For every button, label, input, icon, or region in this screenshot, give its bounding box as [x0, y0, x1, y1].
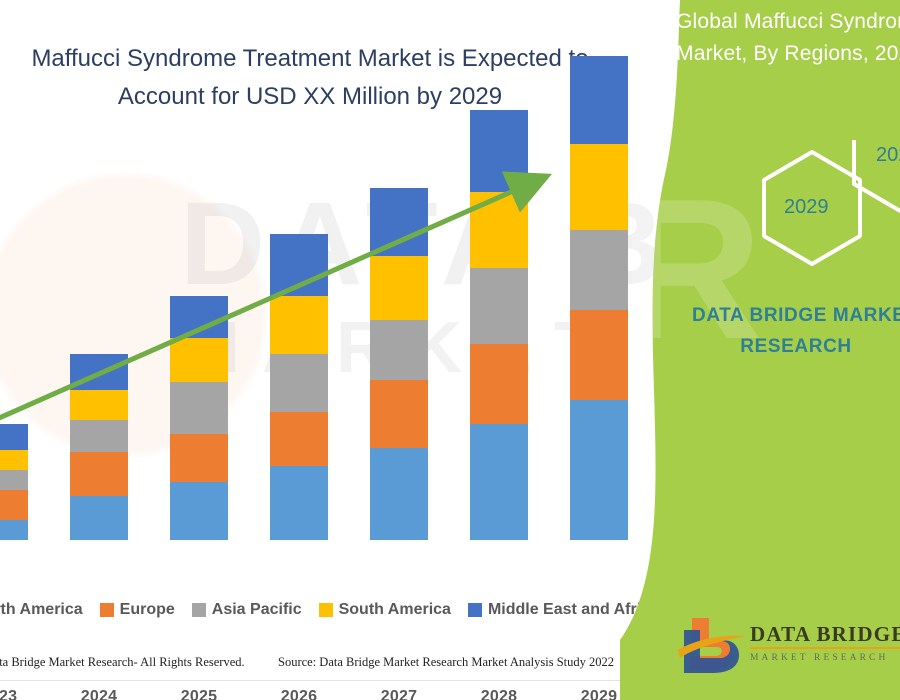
- bar-segment-europe: [0, 490, 28, 520]
- bar-segment-middle-east-and-africa: [370, 188, 428, 256]
- bar-segment-europe: [270, 412, 328, 466]
- bar-segment-south-america: [270, 296, 328, 354]
- x-label-2029: 2029: [580, 688, 618, 700]
- legend-label: North America: [0, 601, 83, 618]
- bar-segment-asia-pacific: [0, 470, 28, 490]
- bar-segment-south-america: [70, 390, 128, 420]
- legend-item-north-america[interactable]: North America: [0, 601, 83, 619]
- hexagon-label-2022: 2022: [876, 144, 900, 166]
- bar-segment-asia-pacific: [170, 382, 228, 434]
- bar-segment-asia-pacific: [70, 420, 128, 452]
- legend-label: Middle East and Africa: [487, 601, 659, 618]
- stacked-bar-chart: 2023 2024 2025 2026 2027 2028 2029: [0, 56, 640, 700]
- x-axis-line: [0, 680, 640, 681]
- x-label-2024: 2024: [80, 688, 118, 700]
- bar-segment-south-america: [370, 256, 428, 320]
- bar-segment-europe: [470, 344, 528, 424]
- bar-2028: [470, 110, 528, 540]
- bar-segment-middle-east-and-africa: [0, 424, 28, 450]
- bar-2025: [170, 296, 228, 540]
- panel-brand-line-2: RESEARCH: [740, 336, 852, 357]
- bar-segment-north-america: [70, 496, 128, 540]
- hexagon-label-2029: 2029: [784, 196, 829, 218]
- panel-watermark: BR: [620, 158, 767, 381]
- x-label-2023: 2023: [0, 688, 18, 700]
- green-panel-shape: [620, 0, 900, 700]
- page-title: Maffucci Syndrome Treatment Market is Ex…: [10, 40, 610, 116]
- x-axis-labels: 2023 2024 2025 2026 2027 2028 2029: [0, 688, 640, 700]
- bar-2029: [570, 56, 628, 540]
- bar-segment-asia-pacific: [470, 268, 528, 344]
- bar-2027: [370, 188, 428, 540]
- x-label-2028: 2028: [480, 688, 518, 700]
- page-title-line-2: Account for USD XX Million by 2029: [117, 83, 503, 110]
- legend-item-europe[interactable]: Europe: [99, 601, 175, 619]
- x-label-2027: 2027: [380, 688, 418, 700]
- bar-segment-north-america: [170, 482, 228, 540]
- logo-title: DATA BRIDGE: [750, 622, 900, 646]
- panel-brand: DATA BRIDGE MARKET RESEARCH: [620, 300, 900, 362]
- logo-subtitle: MARKET RESEARCH: [750, 652, 889, 663]
- bar-segment-middle-east-and-africa: [570, 56, 628, 144]
- legend-label: Asia Pacific: [211, 601, 302, 618]
- bar-segment-north-america: [0, 520, 28, 540]
- hexagon-shapes: [762, 140, 900, 266]
- hexagon-2029-outline: [762, 150, 862, 266]
- chart-legend: North America Europe Asia Pacific South Ame…: [0, 598, 659, 622]
- footer: © Data Bridge Market Research- All Right…: [0, 655, 640, 677]
- bar-segment-asia-pacific: [270, 354, 328, 412]
- legend-swatch-icon: [318, 603, 333, 617]
- logo-mark-icon: [678, 618, 746, 673]
- bar-segment-middle-east-and-africa: [70, 354, 128, 390]
- bar-segment-middle-east-and-africa: [470, 110, 528, 192]
- bar-segment-south-america: [170, 338, 228, 382]
- bar-2024: [70, 354, 128, 540]
- legend-swatch-icon: [99, 603, 114, 617]
- bar-2026: [270, 234, 328, 540]
- bar-segment-middle-east-and-africa: [270, 234, 328, 296]
- panel-brand-line-1: DATA BRIDGE MARKET: [692, 305, 900, 326]
- bar-segment-europe: [370, 380, 428, 448]
- bar-segment-south-america: [470, 192, 528, 268]
- bar-segment-asia-pacific: [370, 320, 428, 380]
- bar-segment-north-america: [370, 448, 428, 540]
- legend-swatch-icon: [191, 603, 206, 617]
- page-title-line-1: Maffucci Syndrome Treatment Market is Ex…: [31, 45, 589, 72]
- right-green-panel: BR Global Maffucci Syndrome Treatment Ma…: [620, 0, 900, 700]
- bar-2023: [0, 424, 28, 540]
- bar-segment-north-america: [270, 466, 328, 540]
- legend-item-middle-east-and-africa[interactable]: Middle East and Africa: [467, 601, 659, 619]
- legend-label: Europe: [119, 601, 175, 618]
- legend-item-south-america[interactable]: South America: [318, 601, 451, 619]
- legend-item-asia-pacific[interactable]: Asia Pacific: [191, 601, 302, 619]
- bar-segment-north-america: [570, 400, 628, 540]
- bar-segment-north-america: [470, 424, 528, 540]
- data-bridge-logo: DATA BRIDGE MARKET RESEARCH: [676, 614, 900, 676]
- footer-copyright: © Data Bridge Market Research- All Right…: [0, 655, 245, 669]
- legend-swatch-icon: [467, 603, 482, 617]
- panel-title-line-2: Market, By Regions, 2022 & 2029: [676, 42, 900, 65]
- bar-segment-south-america: [570, 144, 628, 230]
- logo-divider: [750, 647, 900, 649]
- x-label-2026: 2026: [280, 688, 318, 700]
- bar-segment-europe: [170, 434, 228, 482]
- bar-segment-asia-pacific: [570, 230, 628, 310]
- legend-label: South America: [338, 601, 451, 618]
- panel-title-line-1: Global Maffucci Syndrome Treatment: [676, 10, 900, 33]
- footer-source: Source: Data Bridge Market Research Mark…: [278, 655, 615, 669]
- bar-segment-middle-east-and-africa: [170, 296, 228, 338]
- x-label-2025: 2025: [180, 688, 218, 700]
- hexagon-group: 2029 2022: [620, 140, 900, 290]
- panel-title: Global Maffucci Syndrome Treatment Marke…: [620, 6, 900, 70]
- bar-segment-europe: [570, 310, 628, 400]
- bar-segment-south-america: [0, 450, 28, 470]
- logo-text: DATA BRIDGE MARKET RESEARCH: [750, 622, 900, 665]
- bar-segment-europe: [70, 452, 128, 496]
